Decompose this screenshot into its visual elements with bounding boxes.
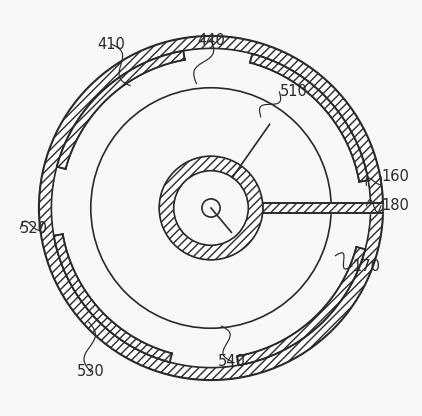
Polygon shape bbox=[54, 234, 172, 362]
Polygon shape bbox=[57, 51, 185, 169]
Text: 540: 540 bbox=[218, 354, 246, 369]
Text: 520: 520 bbox=[20, 221, 48, 236]
Text: 160: 160 bbox=[381, 169, 409, 184]
Text: 510: 510 bbox=[279, 84, 307, 99]
FancyBboxPatch shape bbox=[263, 203, 383, 213]
Text: 440: 440 bbox=[197, 32, 225, 47]
Text: 530: 530 bbox=[77, 364, 105, 379]
Text: 410: 410 bbox=[97, 37, 125, 52]
Text: 170: 170 bbox=[352, 259, 380, 274]
Text: 180: 180 bbox=[381, 198, 409, 213]
Polygon shape bbox=[250, 54, 368, 182]
Polygon shape bbox=[237, 247, 365, 365]
